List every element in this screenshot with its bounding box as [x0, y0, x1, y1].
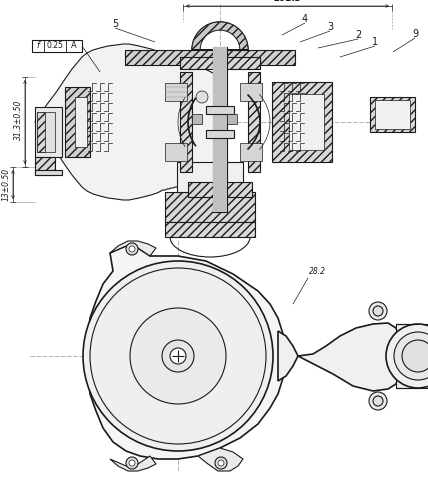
Text: 3: 3: [327, 22, 333, 32]
Polygon shape: [278, 323, 400, 391]
Bar: [32, 40, 82, 52]
Bar: [35, 157, 55, 175]
Bar: [240, 143, 262, 161]
Bar: [248, 72, 260, 172]
Text: 0.25: 0.25: [47, 41, 63, 51]
Circle shape: [215, 457, 227, 469]
Text: 13±0.50: 13±0.50: [2, 168, 11, 201]
Bar: [227, 114, 237, 124]
Circle shape: [386, 324, 428, 388]
Bar: [240, 83, 262, 101]
Circle shape: [196, 91, 208, 103]
Bar: [213, 47, 227, 212]
Circle shape: [83, 261, 273, 451]
Circle shape: [126, 457, 138, 469]
Circle shape: [402, 340, 428, 372]
Bar: [165, 83, 187, 101]
Bar: [37, 112, 45, 152]
Circle shape: [129, 460, 135, 466]
Polygon shape: [35, 44, 220, 200]
Bar: [35, 107, 62, 157]
Circle shape: [373, 396, 383, 406]
Text: 28.2: 28.2: [309, 267, 326, 276]
Polygon shape: [88, 246, 286, 459]
Bar: [37, 112, 55, 152]
Bar: [213, 47, 227, 212]
Bar: [35, 170, 62, 175]
Text: 1: 1: [372, 37, 378, 47]
Bar: [165, 143, 187, 161]
Circle shape: [162, 340, 194, 372]
Bar: [206, 130, 234, 138]
Bar: [30, 2, 428, 234]
Bar: [177, 162, 243, 192]
Bar: [370, 97, 415, 132]
Circle shape: [129, 246, 135, 252]
Text: 5: 5: [112, 19, 118, 29]
Bar: [180, 72, 192, 172]
Polygon shape: [192, 22, 248, 50]
Text: A: A: [71, 41, 77, 51]
Polygon shape: [110, 241, 156, 256]
Polygon shape: [110, 456, 156, 471]
Bar: [125, 50, 295, 65]
Bar: [165, 222, 255, 237]
Bar: [289, 94, 324, 150]
Bar: [206, 106, 234, 114]
Text: f: f: [36, 41, 39, 51]
Bar: [180, 57, 260, 69]
Text: 9: 9: [412, 29, 418, 39]
Circle shape: [373, 306, 383, 316]
Circle shape: [394, 332, 428, 380]
Circle shape: [218, 460, 224, 466]
Bar: [75, 97, 87, 147]
Bar: [65, 87, 90, 157]
Text: 4: 4: [302, 14, 308, 24]
Bar: [188, 182, 252, 197]
Bar: [375, 100, 410, 129]
Circle shape: [170, 348, 186, 364]
Bar: [396, 324, 428, 388]
Bar: [165, 192, 255, 222]
Text: 2: 2: [355, 30, 361, 40]
Circle shape: [126, 243, 138, 255]
Bar: [192, 114, 202, 124]
Circle shape: [369, 302, 387, 320]
Circle shape: [90, 268, 266, 444]
Circle shape: [369, 392, 387, 410]
Polygon shape: [198, 448, 243, 471]
Bar: [272, 82, 332, 162]
Circle shape: [130, 308, 226, 404]
Text: 101.3: 101.3: [273, 0, 302, 3]
Text: 31.3±0.50: 31.3±0.50: [14, 100, 23, 140]
